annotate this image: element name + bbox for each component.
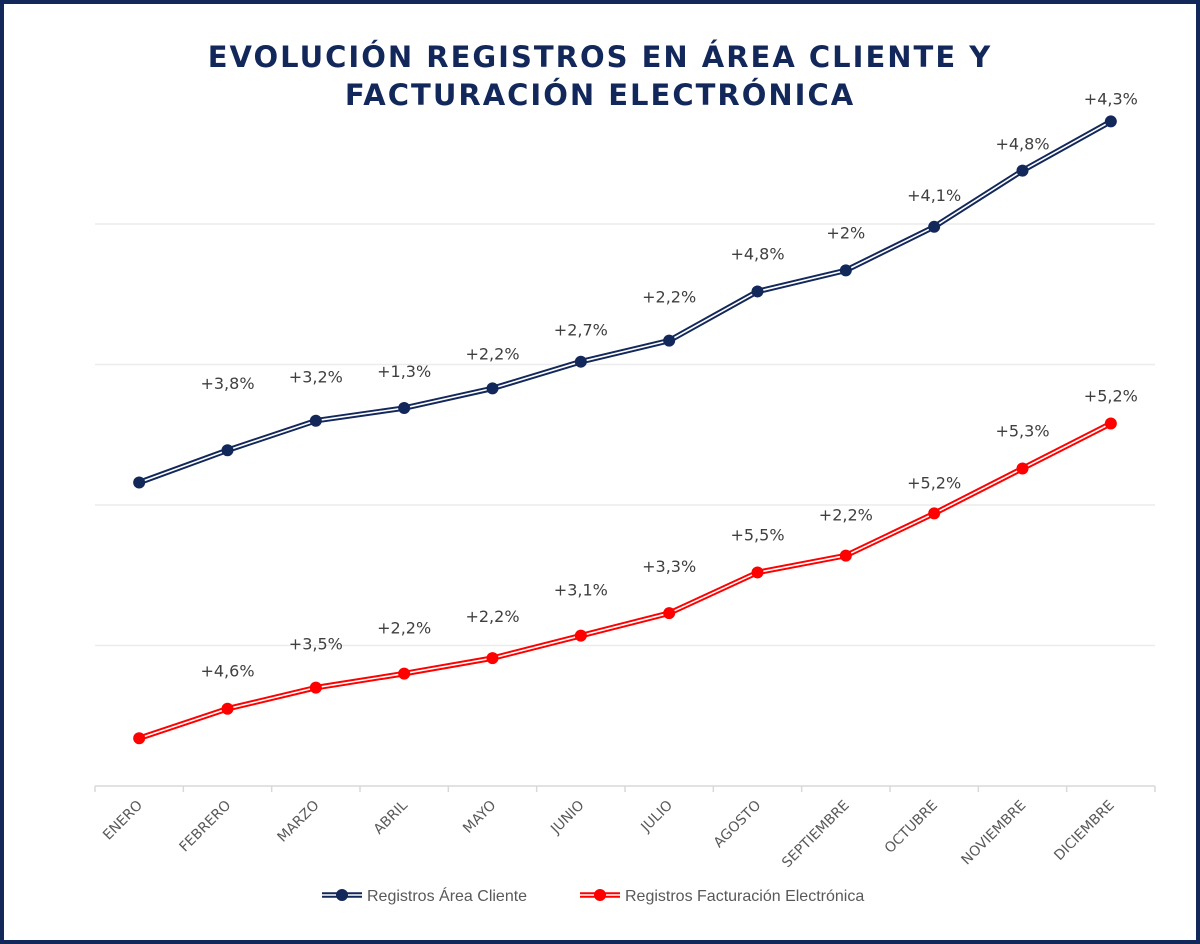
x-tick-label: SEPTIEMBRE [779, 798, 853, 872]
data-label: +4,8% [995, 135, 1049, 154]
data-label: +1,3% [377, 362, 431, 381]
data-label: +4,1% [907, 186, 961, 205]
data-point [663, 607, 676, 620]
data-label: +2% [826, 223, 865, 242]
x-tick-label: ENERO [100, 798, 146, 844]
data-point [1016, 462, 1029, 475]
legend-marker [336, 889, 348, 901]
data-point [398, 402, 411, 415]
data-label: +2,2% [642, 288, 696, 307]
series-line [138, 119, 1113, 486]
data-point [309, 681, 322, 694]
legend-marker [594, 889, 606, 901]
data-point [1104, 417, 1117, 430]
data-point [751, 285, 764, 298]
data-point [839, 264, 852, 277]
data-label: +3,3% [642, 557, 696, 576]
data-label: +2,2% [465, 607, 519, 626]
data-point [221, 702, 234, 715]
series-line-inner [138, 422, 1112, 739]
x-tick-label: AGOSTO [711, 798, 765, 852]
data-label: +2,2% [465, 344, 519, 363]
data-label: +5,3% [995, 421, 1049, 440]
x-tick-label: JUNIO [547, 798, 587, 838]
data-point [398, 667, 411, 680]
data-point [574, 355, 587, 368]
data-label: +5,5% [730, 525, 784, 544]
data-point [486, 652, 499, 665]
data-point [1104, 115, 1117, 128]
data-point [1016, 164, 1029, 177]
legend-label: Registros Área Cliente [367, 886, 527, 905]
data-label: +2,7% [554, 321, 608, 340]
data-label: +4,3% [1084, 89, 1138, 108]
data-point [574, 629, 587, 642]
x-tick-label: DICIEMBRE [1051, 798, 1117, 864]
x-tick-label: OCTUBRE [882, 798, 941, 857]
data-label: +3,2% [289, 368, 343, 387]
data-label: +5,2% [907, 473, 961, 492]
data-point [133, 476, 146, 489]
chart-title: EVOLUCIÓN REGISTROS EN ÁREA CLIENTE Y FA… [4, 38, 1196, 114]
data-label: +4,6% [200, 662, 254, 681]
data-label: +3,8% [200, 374, 254, 393]
data-label: +4,8% [730, 244, 784, 263]
x-tick-label: MAYO [460, 798, 499, 837]
data-point [751, 566, 764, 579]
data-point [221, 444, 234, 457]
x-tick-label: NOVIEMBRE [959, 798, 1030, 869]
series-line-inner [138, 120, 1112, 484]
x-tick-label: JULIO [638, 798, 676, 836]
x-tick-label: ABRIL [371, 797, 411, 837]
data-point [839, 549, 852, 562]
legend-label: Registros Facturación Electrónica [625, 888, 864, 905]
data-point [663, 334, 676, 347]
data-point [486, 382, 499, 395]
x-tick-label: FEBRERO [176, 798, 234, 856]
data-point [928, 220, 941, 233]
line-chart: ENERO FEBRERO MARZO ABRIL MAYO JUNIO JULIO AGOS… [94, 89, 1156, 905]
data-point [309, 414, 322, 427]
series-line [138, 421, 1113, 741]
data-label: +3,1% [554, 581, 608, 600]
data-label: +5,2% [1084, 387, 1138, 406]
data-label: +3,5% [289, 635, 343, 654]
chart-title-line-1: EVOLUCIÓN REGISTROS EN ÁREA CLIENTE Y [207, 40, 993, 74]
data-label: +2,2% [377, 619, 431, 638]
data-label: +2,2% [819, 506, 873, 525]
data-point [928, 507, 941, 520]
data-point [133, 732, 146, 745]
x-tick-label: MARZO [275, 798, 323, 846]
chart-title-line-2: FACTURACIÓN ELECTRÓNICA [344, 78, 856, 112]
